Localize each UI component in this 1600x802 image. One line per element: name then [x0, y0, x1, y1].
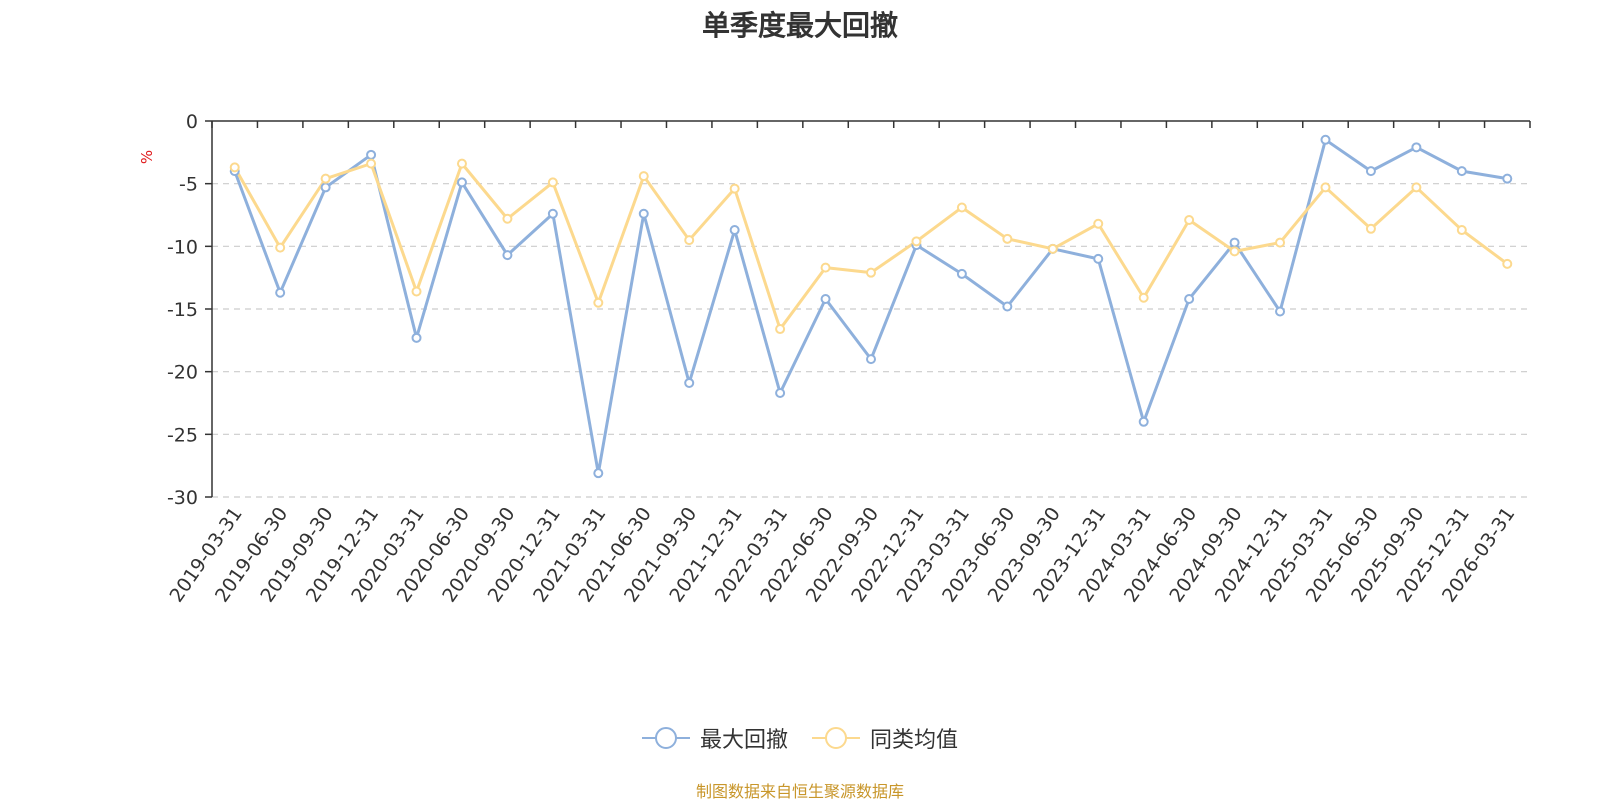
data-point-0: [1456, 166, 1467, 177]
data-point-0: [456, 177, 467, 188]
legend-item-max-drawdown[interactable]: 最大回撤: [641, 722, 788, 754]
data-point-1: [729, 183, 740, 194]
data-point-0: [866, 354, 876, 365]
data-point-1: [1047, 243, 1058, 254]
data-point-0: [411, 332, 422, 343]
data-point-0: [1229, 237, 1240, 248]
data-point-1: [820, 262, 831, 273]
data-point-1: [275, 242, 286, 253]
data-point-1: [1275, 237, 1286, 248]
data-point-0: [366, 149, 377, 160]
data-point-1: [456, 158, 467, 169]
legend-label-peer-average: 同类均值: [870, 728, 959, 753]
y-tick-label: -30: [167, 487, 198, 509]
series-line-0: [233, 138, 1508, 475]
data-point-0: [1411, 142, 1422, 153]
data-point-1: [547, 177, 558, 188]
data-point-1: [229, 162, 240, 173]
data-point-1: [1184, 215, 1195, 226]
data-point-1: [866, 267, 876, 278]
source-note: 制图数据来自恒生聚源数据库: [695, 782, 904, 801]
data-point-1: [956, 202, 967, 213]
data-point-0: [1365, 166, 1376, 177]
legend: 最大回撤 同类均值: [0, 722, 1600, 754]
data-point-1: [366, 158, 377, 169]
data-point-0: [320, 182, 331, 193]
data-point-0: [275, 287, 286, 298]
data-point-0: [775, 387, 786, 398]
data-point-0: [1093, 253, 1104, 264]
data-point-0: [1138, 416, 1149, 427]
data-point-0: [1320, 134, 1331, 145]
y-tick-label: -15: [167, 299, 198, 321]
data-point-0: [638, 208, 649, 219]
legend-label-max-drawdown: 最大回撤: [699, 728, 788, 753]
data-point-0: [593, 468, 604, 479]
legend-marker-max-drawdown-icon: [641, 727, 690, 749]
data-point-1: [1093, 218, 1104, 229]
data-point-1: [1411, 182, 1422, 193]
data-point-1: [638, 171, 649, 182]
data-point-1: [411, 286, 422, 297]
chart-title: 单季度最大回撤: [701, 9, 898, 42]
y-tick-label: 0: [186, 111, 198, 133]
data-point-1: [1502, 258, 1513, 269]
data-point-1: [593, 297, 604, 308]
data-point-0: [547, 208, 558, 219]
data-point-1: [1456, 225, 1467, 236]
data-point-0: [684, 377, 695, 388]
data-point-1: [1002, 233, 1013, 244]
data-point-1: [911, 236, 922, 247]
y-tick-label: -10: [167, 236, 198, 258]
data-point-1: [502, 213, 513, 224]
data-point-1: [1138, 292, 1149, 303]
y-tick-label: -25: [167, 424, 198, 446]
data-point-1: [1320, 182, 1331, 193]
data-point-0: [1184, 293, 1195, 304]
data-point-0: [1275, 306, 1286, 317]
data-point-1: [684, 235, 695, 246]
legend-item-peer-average[interactable]: 同类均值: [812, 722, 958, 754]
y-tick-label: -20: [167, 362, 198, 384]
data-point-0: [1002, 301, 1013, 312]
data-point-1: [1229, 246, 1240, 257]
data-point-0: [502, 250, 513, 261]
data-point-0: [820, 293, 831, 304]
data-point-0: [1502, 173, 1513, 184]
data-point-1: [320, 173, 331, 184]
data-point-1: [775, 324, 786, 335]
data-point-0: [956, 268, 967, 279]
y-tick-label: -5: [179, 174, 198, 196]
data-point-0: [729, 225, 740, 236]
data-point-1: [1365, 223, 1376, 234]
legend-marker-peer-average-icon: [812, 727, 860, 749]
